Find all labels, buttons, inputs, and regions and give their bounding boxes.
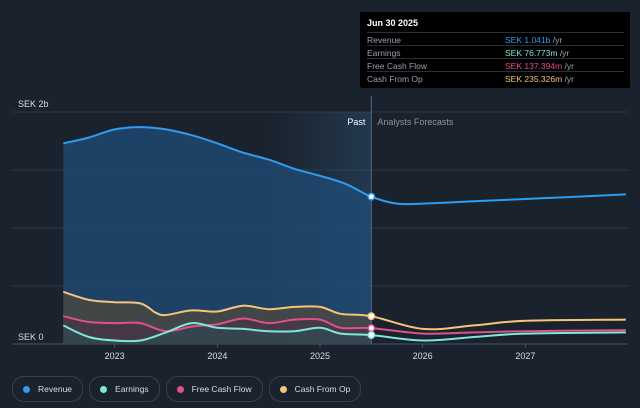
marker-earnings (367, 331, 376, 340)
y-axis-max-label: SEK 2b (18, 99, 49, 109)
tooltip-row-revenue: Revenue SEK 1.041b /yr (367, 32, 624, 46)
tooltip-label: Cash From Op (367, 74, 423, 84)
tooltip-label: Revenue (367, 35, 402, 45)
legend-label: Earnings (115, 384, 149, 394)
legend-item-revenue[interactable]: Revenue (12, 376, 84, 402)
x-tick-label: 2024 (207, 351, 227, 361)
tooltip-unit: /yr (562, 61, 574, 71)
legend-label: Revenue (38, 384, 73, 394)
legend-item-free-cash-flow[interactable]: Free Cash Flow (165, 376, 263, 402)
line-revenue (63, 126, 626, 206)
legend-item-cash-from-op[interactable]: Cash From Op (268, 376, 362, 402)
data-tooltip: Jun 30 2025 Revenue SEK 1.041b /yr Earni… (360, 12, 630, 88)
x-tick-label: 2025 (310, 351, 330, 361)
area-revenue (63, 127, 372, 344)
y-axis-zero-label: SEK 0 (18, 332, 44, 342)
tooltip-date: Jun 30 2025 (367, 18, 419, 28)
tooltip-row-earnings: Earnings SEK 76.773m /yr (367, 45, 624, 59)
marker-revenue (367, 192, 376, 201)
legend-label: Free Cash Flow (191, 384, 252, 394)
legend-dot-icon (176, 385, 184, 393)
chart-legend: Revenue Earnings Free Cash Flow Cash Fro… (12, 376, 362, 402)
tooltip-label: Earnings (367, 48, 401, 58)
legend-dot-icon (100, 385, 108, 393)
tooltip-row-free-cash-flow: Free Cash Flow SEK 137.394m /yr (367, 58, 624, 72)
forecast-label: Analysts Forecasts (377, 117, 454, 127)
area-earnings (63, 323, 372, 344)
marker-free-cash-flow (367, 324, 376, 333)
series-lines (62, 126, 626, 343)
x-axis-ticks: 2023 2024 2025 2026 2027 (105, 344, 535, 361)
tooltip-value: SEK 235.326m (505, 74, 563, 84)
tooltip-value: SEK 76.773m (505, 48, 558, 58)
legend-dot-icon (23, 385, 30, 393)
tooltip-label: Free Cash Flow (367, 61, 427, 71)
line-cash-from-op (62, 290, 626, 331)
legend-dot-icon (279, 385, 287, 393)
tooltip-unit: /yr (550, 35, 563, 45)
x-tick-label: 2027 (515, 351, 535, 361)
tooltip-value: SEK 137.394m (505, 61, 563, 71)
series-areas (63, 127, 372, 344)
line-earnings (62, 322, 626, 343)
past-label: Past (347, 117, 366, 127)
tooltip-row-cash-from-op: Cash From Op SEK 235.326m /yr (367, 71, 624, 85)
legend-item-earnings[interactable]: Earnings (89, 376, 160, 402)
x-tick-label: 2023 (105, 351, 125, 361)
line-free-cash-flow (63, 315, 626, 335)
x-tick-label: 2026 (413, 351, 433, 361)
tooltip-value: SEK 1.041b (505, 35, 551, 45)
marker-cash-from-op (367, 312, 376, 321)
series-markers (367, 192, 376, 340)
tooltip-unit: /yr (557, 48, 570, 58)
tooltip-unit: /yr (562, 74, 574, 84)
legend-label: Cash From Op (294, 384, 351, 394)
